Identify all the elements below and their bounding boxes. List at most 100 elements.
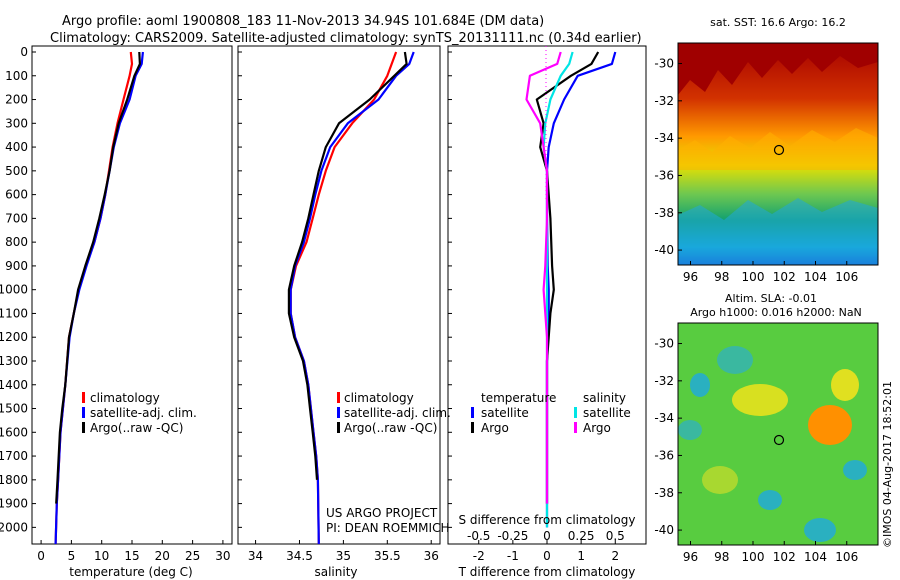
depth-tick-label: 0 (20, 45, 28, 59)
depth-tick-label: 1300 (0, 354, 28, 368)
lat-tick-label: -34 (654, 131, 674, 145)
legend-sal-argo: Argo (583, 421, 611, 435)
lon-tick-label: 102 (773, 550, 796, 564)
title-line-2: Climatology: CARS2009. Satellite-adjuste… (50, 31, 642, 46)
x-tick-label: 20 (155, 549, 170, 563)
legend-climatology: climatology (344, 391, 414, 405)
depth-tick-label: 300 (5, 116, 28, 130)
legend-argo: Argo(..raw -QC) (90, 421, 183, 435)
sla-patch (843, 460, 867, 480)
lon-tick-label: 100 (742, 550, 765, 564)
legend-title-salinity: salinity (583, 391, 626, 405)
legend-swatch-climatology (82, 392, 85, 403)
depth-tick-label: 1400 (0, 378, 28, 392)
temperature-axis-label: temperature (deg C) (69, 565, 192, 579)
x-tick-label: 5 (68, 549, 76, 563)
x2-tick-label: 0.5 (606, 529, 625, 543)
series-line-satellite (545, 51, 617, 528)
series-line-argo-raw-qc (287, 51, 408, 480)
series-line-climatology (54, 51, 134, 545)
salinity-axis-label: salinity (314, 565, 357, 579)
lat-tick-label: -40 (654, 243, 674, 257)
sla-patch (702, 466, 738, 494)
lat-tick-label: -30 (654, 337, 674, 351)
legend-climatology: climatology (90, 391, 160, 405)
legend-swatch-argo (82, 422, 85, 433)
difference-legend: temperature salinity satellite Argo sate… (471, 391, 631, 435)
salinity-legend: climatology satellite-adj. clim. Argo(..… (337, 391, 451, 435)
lon-tick-label: 96 (683, 270, 698, 284)
sla-map-subtitle: Argo h1000: 0.016 h2000: NaN (690, 306, 862, 319)
argo-location-marker (773, 144, 785, 156)
legend-swatch-satellite (82, 407, 85, 418)
profile-series (54, 51, 617, 545)
x-tick-label: 10 (94, 549, 109, 563)
depth-tick-label: 1100 (0, 306, 28, 320)
depth-tick-label: 900 (5, 259, 28, 273)
lat-tick-label: -32 (654, 94, 674, 108)
sst-front (678, 128, 878, 170)
sst-heatmap (678, 43, 878, 265)
lon-tick-label: 102 (773, 270, 796, 284)
x2-tick-label: -0.25 (497, 529, 528, 543)
legend-swatch-argo (337, 422, 340, 433)
sst-warm-tongue (678, 43, 878, 95)
temperature-legend: climatology satellite-adj. clim. Argo(..… (82, 391, 197, 435)
lon-tick-label: 98 (714, 270, 729, 284)
lon-tick-label: 104 (804, 270, 827, 284)
legend-satellite: satellite-adj. clim. (344, 406, 451, 420)
depth-tick-label: 1700 (0, 449, 28, 463)
lat-tick-label: -34 (654, 411, 674, 425)
x-tick-label: 35.5 (374, 549, 401, 563)
x2-tick-label: -0.5 (467, 529, 490, 543)
lon-tick-label: 104 (804, 550, 827, 564)
legend-satellite: satellite-adj. clim. (90, 406, 197, 420)
legend-swatch-temp-satellite (471, 407, 474, 418)
x-tick-label: 34.5 (286, 549, 313, 563)
sla-patch (690, 373, 710, 397)
sla-patch (732, 384, 788, 416)
lon-tick-label: 106 (835, 550, 858, 564)
credit-stamp: ©IMOS 04-Aug-2017 18:52:01 (881, 381, 894, 548)
depth-tick-label: 1200 (0, 330, 28, 344)
sla-patch (678, 420, 702, 440)
x-tick-label: 2 (611, 549, 619, 563)
depth-tick-label: 1600 (0, 425, 28, 439)
s-difference-axis-label: S difference from climatology (459, 513, 636, 527)
sla-map-title: Altim. SLA: -0.01 (725, 292, 817, 305)
sst-map-axes: 96 98 100 102 104 106 -30 -32 -34 -36 -38 -40 (654, 57, 858, 284)
x-tick-label: 30 (215, 549, 230, 563)
sst-cool-tongue (678, 198, 878, 265)
lat-tick-label: -36 (654, 168, 674, 182)
lat-tick-label: -32 (654, 374, 674, 388)
argo-location-marker (773, 434, 785, 446)
series-line-argo-raw-qc (55, 51, 141, 504)
salinity-plot-frame (237, 45, 441, 545)
lon-tick-label: 106 (835, 270, 858, 284)
title-line-1: Argo profile: aoml 1900808_183 11-Nov-20… (62, 14, 545, 29)
x-tick-label: -1 (507, 549, 519, 563)
depth-tick-label: 1000 (0, 283, 28, 297)
depth-tick-label: 100 (5, 69, 28, 83)
x-tick-label: 15 (124, 549, 139, 563)
depth-tick-label: 800 (5, 235, 28, 249)
legend-temp-satellite: satellite (481, 406, 529, 420)
lon-tick-label: 98 (714, 550, 729, 564)
series-line-argo (525, 51, 562, 504)
lon-tick-label: 96 (683, 550, 698, 564)
sla-map-axes: 96 98 100 102 104 106 -30 -32 -34 -36 -38 -40 (654, 337, 858, 564)
x-tick-label: 34 (248, 549, 263, 563)
x2-tick-label: 0.25 (568, 529, 595, 543)
sla-map-frame (677, 322, 879, 546)
x-axes: 0 5 10 15 20 25 30 34 34.5 35 35.5 36 -2 -1 0 1 2 -0.5 -0.… (37, 529, 625, 563)
lat-tick-label: -38 (654, 486, 674, 500)
lat-tick-label: -36 (654, 448, 674, 462)
legend-swatch-climatology (337, 392, 340, 403)
sst-map-frame (677, 42, 879, 266)
sla-patch (717, 346, 753, 374)
series-line-satellite-adj-clim (54, 51, 144, 545)
lat-tick-label: -40 (654, 523, 674, 537)
legend-temp-argo: Argo (481, 421, 509, 435)
x2-tick-label: 0 (543, 529, 551, 543)
x-tick-label: 0 (543, 549, 551, 563)
